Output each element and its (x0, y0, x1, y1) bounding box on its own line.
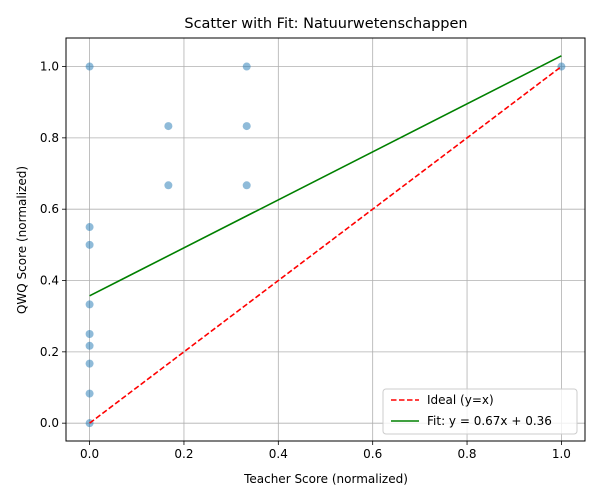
legend: Ideal (y=x) Fit: y = 0.67x + 0.36 (382, 388, 578, 435)
x-tick-label: 0.4 (269, 447, 288, 461)
x-tick-label: 0.0 (80, 447, 99, 461)
scatter-point (85, 240, 94, 249)
x-tick-label: 0.6 (363, 447, 382, 461)
x-tick-label: 1.0 (552, 447, 571, 461)
plot-series (85, 55, 566, 428)
scatter-point (242, 62, 251, 71)
scatter-point (85, 359, 94, 368)
scatter-point (85, 341, 94, 350)
y-tick-label: 0.6 (40, 202, 59, 216)
legend-ideal-label: Ideal (y=x) (427, 393, 494, 407)
x-axis-ticks: 0.0 0.2 0.4 0.6 0.8 1.0 (80, 441, 571, 461)
scatter-point (242, 122, 251, 131)
y-axis-label: QWQ Score (normalized) (15, 166, 29, 314)
scatter-point (164, 181, 173, 190)
y-tick-label: 0.4 (40, 274, 59, 288)
scatter-point (85, 62, 94, 71)
legend-fit-label: Fit: y = 0.67x + 0.36 (427, 414, 552, 428)
y-tick-label: 1.0 (40, 60, 59, 74)
scatter-point (85, 300, 94, 309)
scatter-point (242, 181, 251, 190)
y-tick-label: 0.8 (40, 131, 59, 145)
scatter-point (85, 389, 94, 398)
y-tick-label: 0.2 (40, 345, 59, 359)
fit-line (89, 55, 562, 297)
chart-title: Scatter with Fit: Natuurwetenschappen (184, 16, 467, 32)
scatter-point (164, 122, 173, 131)
y-tick-label: 0.0 (40, 416, 59, 430)
y-axis-ticks: 0.0 0.2 0.4 0.6 0.8 1.0 (40, 60, 66, 430)
plot-area-frame (65, 37, 586, 442)
x-axis-label: Teacher Score (normalized) (243, 472, 408, 486)
x-tick-label: 0.8 (457, 447, 476, 461)
scatter-point (85, 330, 94, 339)
x-tick-label: 0.2 (174, 447, 193, 461)
legend-box (382, 388, 578, 435)
scatter-point (85, 223, 94, 232)
ideal-line (89, 65, 562, 424)
grid-lines (66, 38, 585, 441)
